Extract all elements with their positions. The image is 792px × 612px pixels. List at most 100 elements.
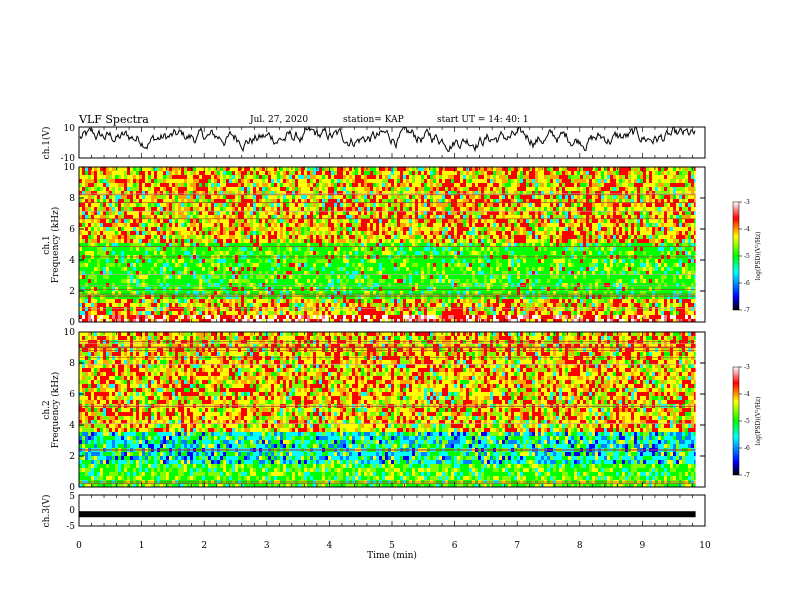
spectrogram-cell (544, 179, 547, 183)
spectrogram-cell (232, 243, 235, 247)
spectrogram-cell (178, 187, 181, 191)
spectrogram-cell (586, 251, 589, 255)
spectrogram-cell (148, 191, 151, 195)
spectrogram-cell (556, 187, 559, 191)
spectrogram-cell (91, 219, 94, 223)
spectrogram-cell (469, 171, 472, 175)
spectrogram-cell (88, 199, 91, 203)
spectrogram-cell (586, 215, 589, 219)
spectrogram-cell (343, 183, 346, 187)
spectrogram-cell (130, 235, 133, 239)
spectrogram-cell (145, 239, 148, 243)
spectrogram-cell (649, 183, 652, 187)
spectrogram-cell (511, 183, 514, 187)
spectrogram-cell (364, 235, 367, 239)
spectrogram-cell (610, 191, 613, 195)
spectrogram-cell (529, 207, 532, 211)
spectrogram-cell (301, 175, 304, 179)
spectrogram-cell (295, 243, 298, 247)
spectrogram-cell (505, 203, 508, 207)
spectrogram-cell (331, 211, 334, 215)
spectrogram-cell (400, 175, 403, 179)
spectrogram-cell (283, 183, 286, 187)
spectrogram-cell (139, 223, 142, 227)
spectrogram-cell (670, 199, 673, 203)
spectrogram-cell (316, 179, 319, 183)
spectrogram-cell (295, 167, 298, 171)
spectrogram-cell (160, 259, 163, 263)
spectrogram-cell (652, 247, 655, 251)
spectrogram-cell (337, 191, 340, 195)
spectrogram-cell (673, 259, 676, 263)
spectrogram-cell (529, 259, 532, 263)
spectrogram-cell (112, 215, 115, 219)
spectrogram-cell (370, 235, 373, 239)
spectrogram-cell (355, 243, 358, 247)
spectrogram-cell (577, 247, 580, 251)
spectrogram-cell (649, 247, 652, 251)
spectrogram-cell (349, 215, 352, 219)
spectrogram-cell (667, 247, 670, 251)
spectrogram-cell (442, 187, 445, 191)
spectrogram-cell (517, 235, 520, 239)
spectrogram-cell (391, 243, 394, 247)
spectrogram-cell (295, 171, 298, 175)
spectrogram-cell (244, 207, 247, 211)
spectrogram-cell (82, 187, 85, 191)
spectrogram-cell (631, 211, 634, 215)
spectrogram-cell (133, 227, 136, 231)
spectrogram-cell (370, 183, 373, 187)
spectrogram-cell (175, 183, 178, 187)
spectrogram-cell (379, 259, 382, 263)
spectrogram-cell (247, 259, 250, 263)
spectrogram-cell (517, 215, 520, 219)
spectrogram-cell (103, 227, 106, 231)
spectrogram-cell (79, 195, 82, 199)
spectrogram-cell (490, 183, 493, 187)
spectrogram-cell (124, 167, 127, 171)
spectrogram-cell (565, 191, 568, 195)
spectrogram-cell (628, 219, 631, 223)
spectrogram-cell (475, 167, 478, 171)
spectrogram-cell (175, 179, 178, 183)
spectrogram-cell (646, 207, 649, 211)
spectrogram-cell (364, 191, 367, 195)
spectrogram-cell (451, 219, 454, 223)
spectrogram-cell (202, 175, 205, 179)
spectrogram-cell (304, 187, 307, 191)
spectrogram-cell (571, 191, 574, 195)
spectrogram-cell (595, 215, 598, 219)
spectrogram-cell (508, 243, 511, 247)
spectrogram-cell (601, 175, 604, 179)
spectrogram-cell (484, 211, 487, 215)
spectrogram-cell (172, 239, 175, 243)
spectrogram-cell (298, 207, 301, 211)
spectrogram-cell (115, 231, 118, 235)
spectrogram-cell (349, 183, 352, 187)
spectrogram-cell (484, 251, 487, 255)
spectrogram-cell (436, 183, 439, 187)
spectrogram-cell (328, 207, 331, 211)
spectrogram-cell (313, 207, 316, 211)
spectrogram-cell (193, 191, 196, 195)
spectrogram-cell (298, 251, 301, 255)
spectrogram-cell (400, 171, 403, 175)
spectrogram-cell (277, 251, 280, 255)
spectrogram-cell (352, 183, 355, 187)
spectrogram-cell (283, 227, 286, 231)
spectrogram-cell (241, 243, 244, 247)
spectrogram-cell (133, 175, 136, 179)
spectrogram-cell (670, 219, 673, 223)
spectrogram-cell (346, 179, 349, 183)
spectrogram-cell (136, 227, 139, 231)
spectrogram-cell (379, 203, 382, 207)
station-label: station= KAP (343, 115, 404, 125)
spectrogram-cell (601, 195, 604, 199)
spectrogram-cell (358, 167, 361, 171)
spectrogram-cell (688, 243, 691, 247)
spectrogram-cell (544, 243, 547, 247)
spectrogram-cell (643, 203, 646, 207)
spectrogram-cell (646, 199, 649, 203)
spectrogram-cell (106, 235, 109, 239)
spectrogram-cell (583, 167, 586, 171)
